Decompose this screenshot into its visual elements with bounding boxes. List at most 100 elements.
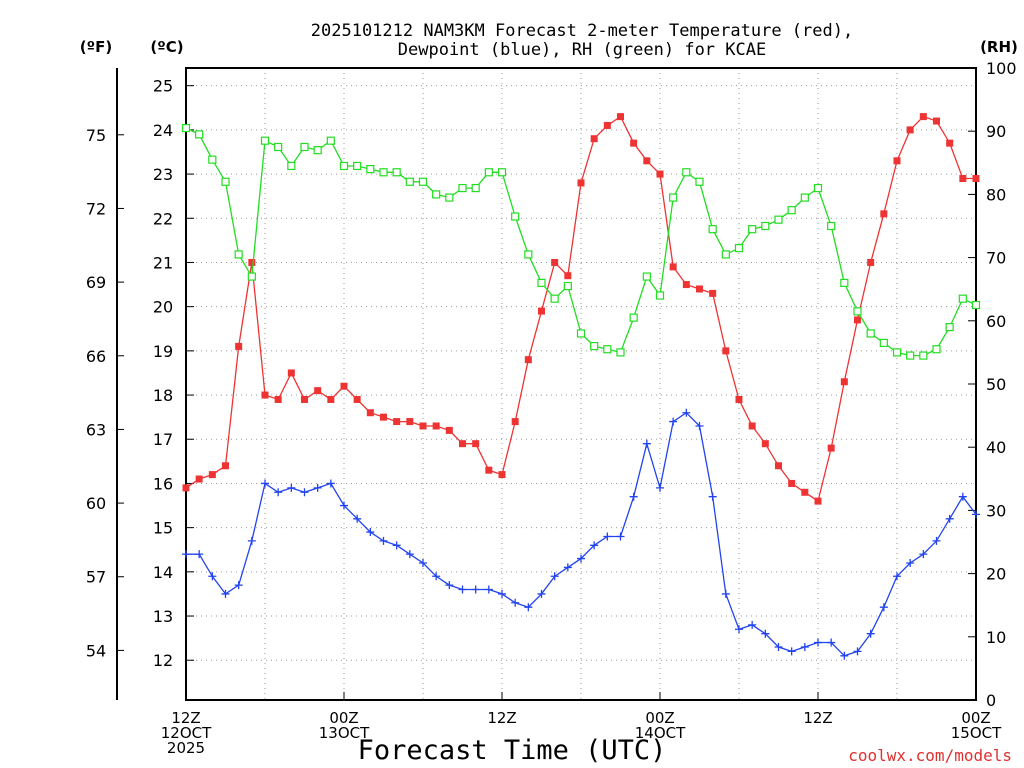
- x-tick-label: 15OCT: [951, 724, 1002, 742]
- rh-point: [761, 221, 770, 231]
- celsius-tick-label: 24: [153, 121, 173, 140]
- temperature-point: [775, 462, 782, 470]
- dewpoint-point: [484, 585, 493, 594]
- rh-point: [682, 168, 691, 177]
- dewpoint-point: [866, 629, 875, 638]
- temperature-point: [261, 391, 269, 399]
- rh-point: [800, 193, 809, 202]
- rh-point: [971, 300, 981, 310]
- rh-point: [629, 313, 638, 322]
- dewpoint-point: [708, 492, 717, 501]
- temperature-point: [524, 356, 532, 364]
- celsius-tick-label: 22: [153, 209, 173, 228]
- temperature-point: [195, 475, 203, 483]
- rh-point: [181, 123, 191, 133]
- fahrenheit-tick-label: 60: [86, 494, 106, 513]
- celsius-tick-label: 25: [153, 77, 173, 96]
- rh-point: [945, 323, 954, 332]
- rh-point: [511, 212, 520, 221]
- dewpoint-point: [787, 647, 796, 656]
- temperature-point: [603, 121, 611, 129]
- rh-point: [721, 250, 730, 259]
- rh-point: [590, 341, 599, 351]
- temperature-point: [208, 471, 216, 479]
- temperature-point: [748, 422, 756, 430]
- temperature-point: [880, 210, 888, 218]
- celsius-tick-label: 21: [153, 253, 173, 272]
- temperature-point: [906, 126, 914, 134]
- temperature-point: [380, 413, 387, 421]
- rh-tick-label: 30: [986, 501, 1006, 520]
- rh-point: [537, 278, 546, 287]
- rh-point: [484, 168, 493, 177]
- rh-tick-label: 90: [986, 122, 1006, 141]
- dewpoint-point: [221, 589, 230, 598]
- credit-text: coolwx.com/models: [848, 746, 1012, 765]
- rh-point: [748, 225, 757, 234]
- temperature-point: [761, 440, 769, 448]
- rh-tick-label: 50: [986, 375, 1006, 394]
- temperature-point: [564, 272, 572, 280]
- dewpoint-point: [313, 483, 322, 492]
- rh-point: [906, 351, 915, 360]
- temperature-point: [788, 479, 796, 487]
- rh-point: [550, 294, 559, 303]
- celsius-tick-label: 19: [153, 342, 173, 361]
- rh-point: [234, 250, 243, 259]
- temperature-point: [287, 369, 295, 377]
- fahrenheit-tick-label: 75: [86, 126, 106, 145]
- rh-point: [853, 307, 862, 316]
- rh-tick-label: 10: [986, 628, 1006, 647]
- dewpoint-point: [524, 603, 533, 612]
- temperature-point: [696, 285, 703, 293]
- celsius-tick-label: 20: [153, 298, 173, 317]
- temperature-point: [314, 387, 322, 395]
- rh-point: [418, 177, 428, 186]
- fahrenheit-unit-label: (ºF): [80, 38, 112, 56]
- dewpoint-point: [656, 483, 664, 492]
- rh-point: [576, 329, 586, 338]
- dewpoint-point: [287, 483, 296, 492]
- rh-point: [300, 142, 309, 152]
- dewpoint-point: [419, 558, 427, 567]
- dewpoint-point: [774, 642, 783, 651]
- rh-point: [524, 250, 533, 259]
- rh-point: [642, 272, 651, 281]
- rh-point: [274, 142, 283, 152]
- dewpoint-point: [392, 541, 401, 550]
- rh-point: [616, 348, 625, 357]
- dewpoint-point: [893, 572, 901, 581]
- rh-point: [958, 294, 967, 303]
- temperature-point: [248, 258, 256, 266]
- temperature-point: [366, 409, 374, 417]
- rh-point: [774, 215, 783, 224]
- axis-layer: 12 13 14 15 16 17 18 19 20 21 22 23 24 25 54 57 60 63 66 69…: [86, 59, 1017, 757]
- dewpoint-point: [669, 417, 678, 426]
- x-tick-label: 12Z: [487, 709, 516, 727]
- dewpoint-point: [247, 536, 256, 545]
- x-tick-label: 2025: [167, 739, 205, 757]
- dewpoint-point: [616, 532, 625, 541]
- temperature-point: [722, 347, 730, 355]
- rh-point: [879, 338, 888, 348]
- rh-point: [497, 168, 507, 177]
- temperature-series: [182, 113, 980, 505]
- rh-unit-label: (RH): [980, 38, 1018, 56]
- temperature-point: [617, 113, 624, 121]
- dewpoint-point: [590, 541, 599, 550]
- temperature-point: [656, 170, 664, 178]
- dewpoint-point: [537, 589, 546, 598]
- dewpoint-series: [182, 408, 980, 660]
- rh-point: [339, 161, 349, 171]
- temperature-point: [406, 418, 414, 426]
- dewpoint-point: [274, 488, 283, 497]
- chart-title-line1: 2025101212 NAM3KM Forecast 2-meter Tempe…: [311, 21, 853, 41]
- x-tick-label: 12OCT: [161, 724, 212, 742]
- temperature-point: [643, 157, 651, 165]
- celsius-tick-label: 12: [153, 651, 173, 670]
- rh-point: [326, 136, 335, 145]
- celsius-tick-label: 17: [153, 430, 173, 449]
- temperature-point: [498, 471, 506, 479]
- rh-tick-label: 20: [986, 565, 1006, 584]
